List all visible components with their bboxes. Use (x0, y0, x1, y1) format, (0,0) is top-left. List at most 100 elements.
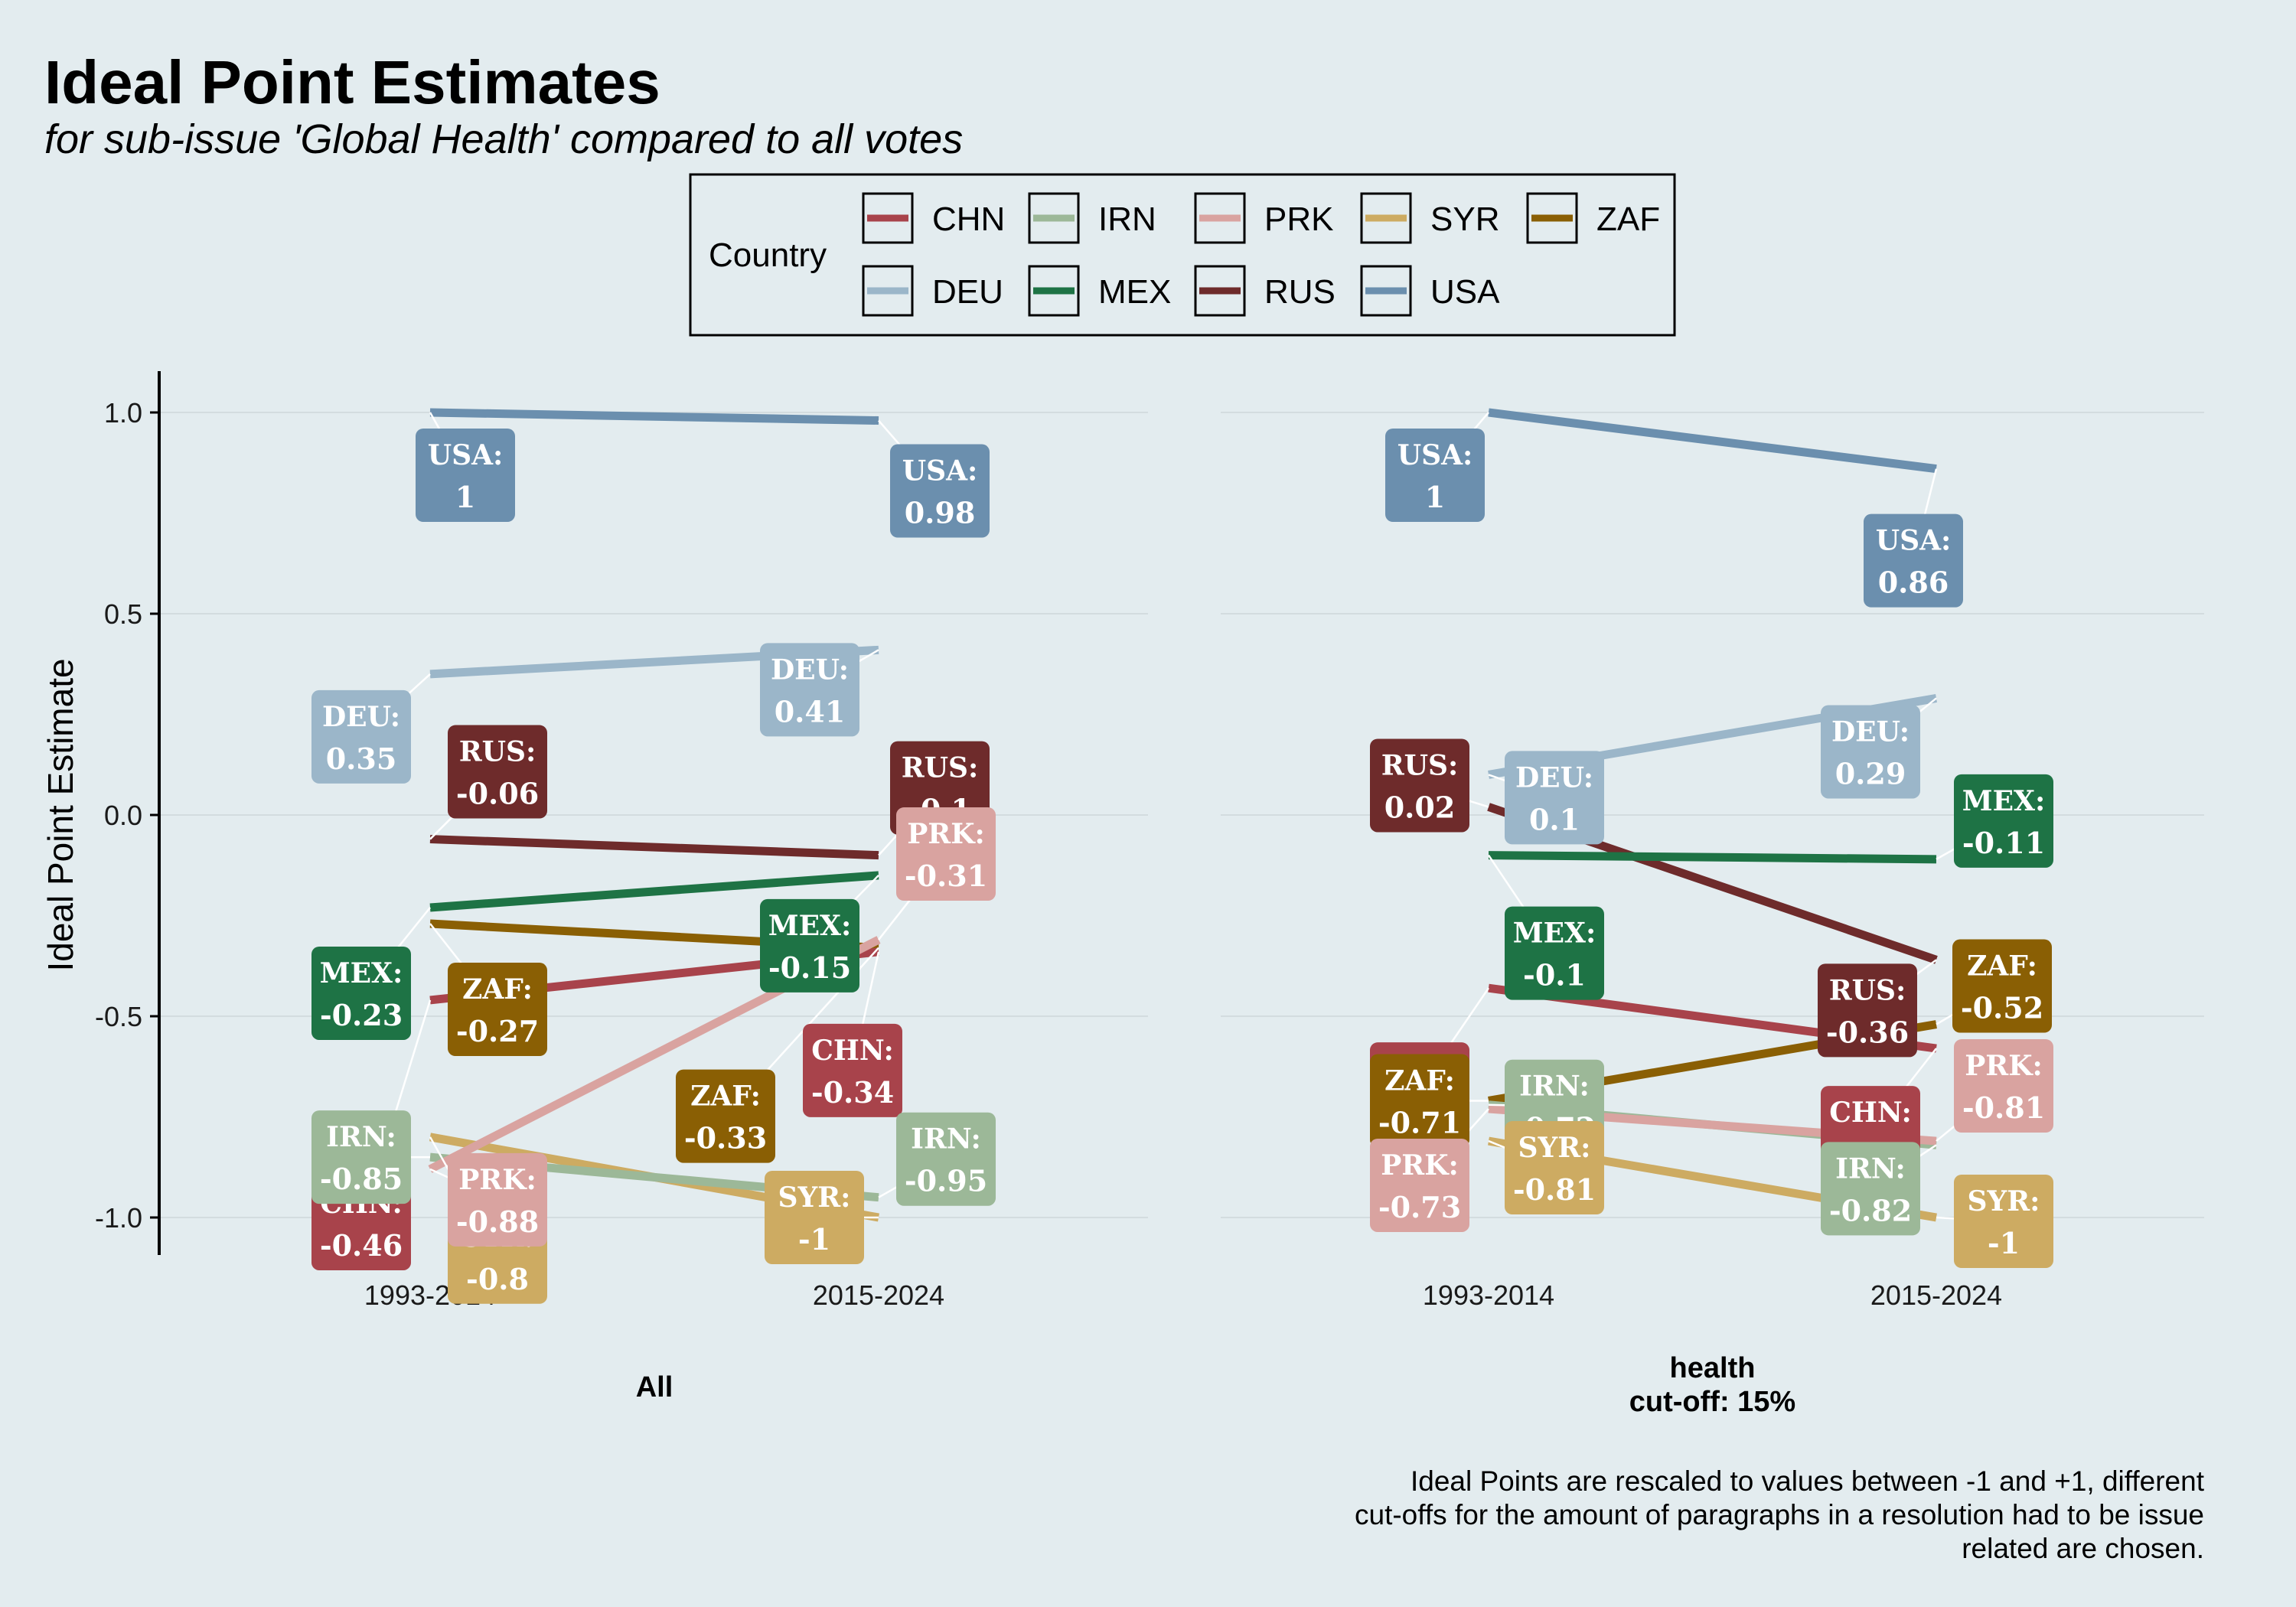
value-label-number: -0.88 (456, 1204, 539, 1239)
value-label-number: -0.95 (905, 1164, 987, 1198)
value-label-country: USA: (902, 455, 978, 487)
legend-label: USA (1430, 273, 1500, 311)
value-label-box (448, 725, 547, 819)
value-label-box (896, 807, 996, 901)
value-label-number: -0.31 (905, 859, 987, 893)
value-label-colon: : (1448, 1149, 1458, 1182)
value-label-colon: : (2035, 785, 2045, 817)
value-label-mex: MEX: -0.11 (1954, 774, 2053, 868)
caption-line-2: cut-offs for the amount of paragraphs in… (1355, 1499, 2204, 1530)
value-label-deu: DEU: 0.41 (760, 643, 859, 737)
value-label-colon: : (1583, 761, 1593, 794)
value-label-country: ZAF: (690, 1081, 761, 1113)
value-label-country: RUS: (1381, 749, 1459, 781)
y-tick-label: 0.0 (104, 800, 142, 831)
value-label-number: -0.46 (320, 1228, 403, 1263)
legend-label: RUS (1264, 273, 1336, 311)
value-label-colon: : (1900, 715, 1910, 748)
value-label-colon: : (840, 1182, 850, 1214)
series-line-mex (1488, 851, 1937, 864)
value-label-country: RUS: (902, 752, 979, 784)
value-label-colon: : (1586, 918, 1596, 950)
legend-label: PRK (1264, 200, 1333, 238)
value-label-colon: : (2030, 1185, 2040, 1217)
value-label-colon: : (390, 701, 400, 733)
value-label-colon: : (523, 973, 533, 1006)
value-label-country: PRK: (1381, 1149, 1459, 1182)
value-label-country: MEX: (320, 957, 403, 989)
value-label-zaf: ZAF: -0.52 (1952, 939, 2052, 1033)
legend: Country CHN IRN PRK SYR ZAF DEU MEX RUS USA (689, 173, 1676, 337)
legend-label: MEX (1098, 273, 1171, 311)
value-label-box (1821, 705, 1920, 799)
value-label-colon: : (1580, 1071, 1590, 1103)
value-label-box (765, 1171, 864, 1264)
label-connectors (360, 412, 947, 1258)
x-tick-label: 2015-2024 (813, 1279, 944, 1311)
value-label-number: -0.33 (684, 1121, 767, 1156)
value-label-colon: : (393, 957, 403, 989)
value-label-box (311, 946, 411, 1040)
value-label-prk: PRK: -0.88 (448, 1152, 547, 1247)
value-label-number: -0.27 (456, 1014, 539, 1048)
legend-key-box (1360, 265, 1412, 317)
value-label-country: RUS: (1829, 974, 1906, 1006)
value-label-usa: USA: 0.86 (1864, 513, 1963, 608)
caption-line-3: related are chosen. (1962, 1533, 2204, 1564)
value-label-colon: : (967, 455, 977, 487)
value-label-colon: : (386, 1121, 396, 1153)
value-label-country: DEU: (322, 701, 400, 733)
value-label-colon: : (2032, 1050, 2042, 1082)
value-label-number: -0.06 (456, 777, 539, 811)
value-label-zaf: ZAF: -0.33 (676, 1069, 775, 1163)
value-label-country: USA: (1876, 525, 1952, 557)
value-label-country: CHN: (1829, 1097, 1912, 1129)
value-label-colon: : (1902, 1097, 1912, 1129)
value-label-chn: CHN: -0.34 (803, 1023, 902, 1117)
value-label-country: PRK: (458, 1164, 536, 1196)
value-label-box (760, 643, 859, 737)
value-label-box (896, 1112, 996, 1206)
value-label-syr: SYR: -1 (1954, 1175, 2053, 1268)
value-label-zaf: ZAF: -0.71 (1370, 1054, 1469, 1148)
value-label-country: USA: (428, 439, 504, 471)
value-label-country: MEX: (1962, 785, 2046, 817)
value-label-country: SYR: (778, 1182, 851, 1214)
value-label-number: 1 (455, 480, 475, 514)
value-label-prk: PRK: -0.81 (1954, 1039, 2053, 1133)
value-label-number: -1 (798, 1222, 830, 1257)
value-label-country: DEU: (1515, 761, 1593, 794)
value-label-number: -0.81 (1962, 1090, 2045, 1125)
legend-key-box (1028, 265, 1080, 317)
value-label-country: ZAF: (462, 973, 533, 1006)
value-label-colon: : (526, 1164, 536, 1196)
value-label-zaf: ZAF: -0.27 (448, 963, 547, 1057)
value-label-number: -0.73 (1378, 1190, 1461, 1224)
value-label-country: CHN: (811, 1035, 894, 1067)
value-label-deu: DEU: 0.35 (311, 689, 411, 784)
value-label-colon: : (974, 818, 984, 850)
value-label-usa: USA: 1 (1385, 429, 1485, 522)
legend-key-box (1360, 192, 1412, 244)
legend-key-box (1194, 265, 1246, 317)
legend-label: IRN (1098, 200, 1156, 238)
value-label-irn: IRN: -0.85 (311, 1110, 411, 1204)
value-label-country: IRN: (1835, 1152, 1906, 1185)
legend-key-box (1028, 192, 1080, 244)
value-label-number: 0.98 (905, 496, 976, 530)
value-label-box (1954, 1039, 2053, 1133)
value-label-colon: : (839, 654, 849, 686)
legend-key-box (862, 265, 914, 317)
value-label-number: 1 (1425, 480, 1445, 514)
value-label-box (448, 1152, 547, 1247)
panel-strip-label: cut-off: 15% (1629, 1386, 1795, 1418)
value-label-colon: : (1896, 1152, 1906, 1185)
series-line-mex (429, 871, 879, 912)
value-label-usa: USA: 0.98 (890, 444, 990, 538)
value-label-prk: PRK: -0.73 (1370, 1138, 1469, 1232)
value-label-colon: : (1580, 1132, 1590, 1164)
value-label-colon: : (1896, 974, 1906, 1006)
value-label-syr: SYR: -0.81 (1505, 1121, 1604, 1215)
value-label-box (1370, 1138, 1469, 1232)
